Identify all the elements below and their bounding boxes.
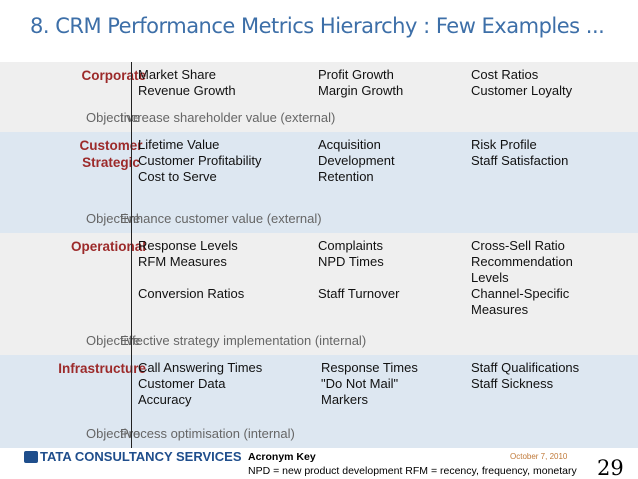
metric: Markers: [321, 392, 368, 407]
metric: Accuracy: [138, 392, 192, 407]
metric: Acquisition: [318, 137, 381, 152]
level-label: Infrastructure: [58, 361, 146, 376]
level-label: Customer Strategic: [79, 138, 143, 170]
level-band: [0, 233, 638, 355]
metric: Profit Growth: [318, 67, 394, 82]
metric: Complaints: [318, 238, 384, 253]
acronym-text: NPD = new product development RFM = rece…: [248, 465, 577, 477]
date: October 7, 2010: [510, 452, 568, 461]
objective-label: Objective: [86, 211, 141, 226]
slide-title: 8. CRM Performance Metrics Hierarchy : F…: [30, 14, 605, 38]
metric: Call Answering Times: [138, 360, 263, 375]
logo-icon: [24, 451, 38, 463]
metric: Customer Loyalty: [471, 83, 573, 98]
metric: Staff Satisfaction: [471, 153, 569, 168]
metric: Recommendation Levels: [471, 254, 573, 285]
metric: NPD Times: [318, 254, 384, 269]
metric: Staff Sickness: [471, 376, 554, 391]
metric: Conversion Ratios: [138, 286, 245, 301]
objective-label: Objective: [86, 333, 141, 348]
page-number: 29: [597, 456, 624, 479]
metric: Risk Profile: [471, 137, 537, 152]
objective-text: Process optimisation (internal): [120, 426, 295, 441]
metric: Lifetime Value: [138, 137, 220, 152]
metric: Retention: [318, 169, 374, 184]
metric: Cost Ratios: [471, 67, 539, 82]
metric: "Do Not Mail": [321, 376, 399, 391]
metric: Revenue Growth: [138, 83, 236, 98]
metric: Staff Turnover: [318, 286, 400, 301]
logo: TATA CONSULTANCY SERVICES: [40, 449, 242, 464]
acronym-title: Acronym Key: [248, 451, 316, 463]
metric: Cross-Sell Ratio: [471, 238, 565, 253]
level-band: [0, 62, 638, 132]
divider: [131, 62, 132, 448]
objective-text: Enhance customer value (external): [120, 211, 322, 226]
metric: Development: [318, 153, 395, 168]
metric: Customer Data: [138, 376, 226, 391]
metric: RFM Measures: [138, 254, 227, 269]
metric: Channel-Specific Measures: [471, 286, 570, 317]
objective-label: Objective: [86, 426, 141, 441]
level-label: Operational: [70, 239, 146, 254]
metric: Response Times: [321, 360, 418, 375]
metric: Cost to Serve: [138, 169, 217, 184]
objective-text: Increase shareholder value (external): [120, 110, 336, 125]
metric: Response Levels: [138, 238, 238, 253]
metric: Customer Profitability: [138, 153, 262, 168]
level-band: [0, 355, 638, 448]
level-band: [0, 132, 638, 233]
metric: Margin Growth: [318, 83, 404, 98]
metric: Market Share: [138, 67, 217, 82]
objective-text: Effective strategy implementation (inter…: [120, 333, 367, 348]
objective-label: Objective: [86, 110, 141, 125]
level-label: Corporate: [81, 68, 146, 83]
metric: Staff Qualifications: [471, 360, 580, 375]
